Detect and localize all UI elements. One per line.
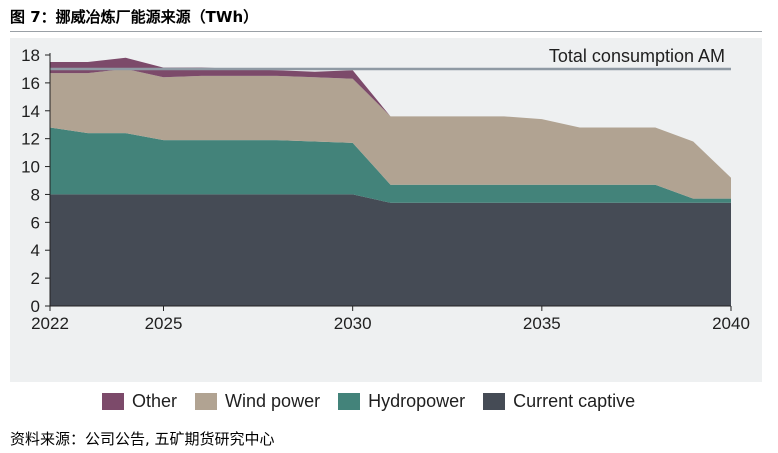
legend-label: Wind power	[225, 390, 321, 411]
legend-label: Current captive	[513, 390, 636, 411]
legend-item-wind-power: Wind power	[195, 391, 320, 412]
y-tick-label: 2	[31, 269, 40, 288]
figure-title: 图 7：挪威冶炼厂能源来源（TWh）	[10, 8, 259, 26]
legend-swatch	[102, 392, 124, 410]
x-tick-label: 2030	[334, 314, 372, 333]
y-tick-label: 12	[21, 130, 40, 149]
legend-swatch	[195, 392, 218, 410]
title-divider	[10, 31, 762, 32]
legend: Other Wind power Hydropower Current captive	[102, 388, 653, 414]
y-tick-label: 14	[21, 102, 40, 121]
x-tick-label: 2035	[523, 314, 561, 333]
y-tick-label: 6	[31, 213, 40, 232]
legend-item-hydropower: Hydropower	[338, 391, 465, 412]
y-tick-label: 10	[21, 158, 40, 177]
legend-item-other: Other	[102, 391, 177, 412]
y-tick-label: 0	[31, 297, 40, 316]
reference-line-group: Total consumption AM	[50, 46, 731, 71]
y-tick-label: 4	[31, 241, 40, 260]
stacked-area-chart: Total consumption AM 0 2 4 6 8 10 12 14 16 18 202…	[21, 46, 750, 333]
x-tick-label: 2025	[145, 314, 183, 333]
legend-swatch	[483, 392, 506, 410]
x-tick-label: 2022	[31, 314, 69, 333]
x-tick-label: 2040	[712, 314, 750, 333]
area-current-captive	[50, 194, 731, 306]
legend-swatch	[338, 392, 361, 410]
y-tick-label: 18	[21, 46, 40, 65]
x-tick-labels: 2022 2025 2030 2035 2040	[31, 306, 750, 333]
source-note: 资料来源：公司公告, 五矿期货研究中心	[10, 430, 275, 448]
y-tick-labels: 0 2 4 6 8 10 12 14 16 18	[21, 46, 50, 316]
area-wind-power	[50, 68, 731, 199]
reference-line-label: Total consumption AM	[549, 46, 725, 66]
area-hydropower	[50, 127, 731, 203]
chart-panel: Total consumption AM 0 2 4 6 8 10 12 14 16 18 202…	[10, 38, 762, 411]
y-tick-label: 8	[31, 185, 40, 204]
axes-group	[45, 53, 731, 307]
legend-label: Other	[132, 390, 178, 411]
series-areas	[50, 57, 731, 306]
legend-label: Hydropower	[368, 390, 466, 411]
y-tick-label: 16	[21, 74, 40, 93]
legend-item-current-captive: Current captive	[483, 391, 635, 412]
